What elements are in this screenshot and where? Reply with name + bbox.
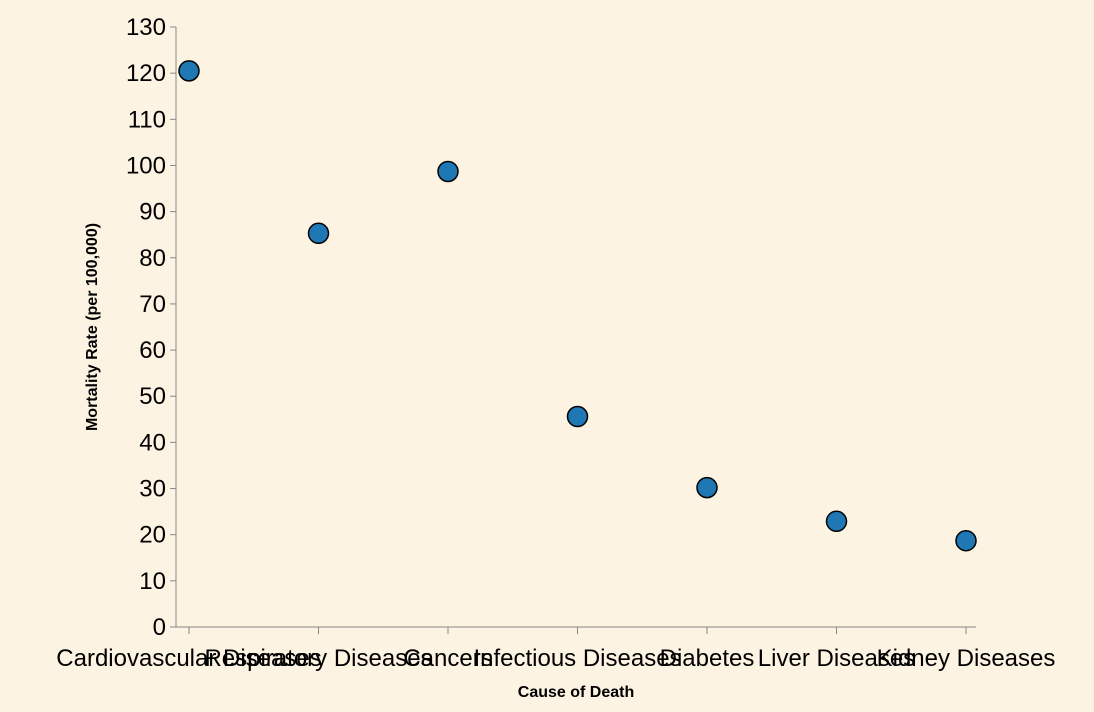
x-tick-label: Respiratory Diseases: [204, 645, 432, 672]
x-tick-label: Kidney Diseases: [877, 645, 1056, 672]
y-tick-label: 100: [126, 152, 166, 179]
y-tick-label: 60: [139, 337, 166, 364]
y-tick-label: 80: [139, 245, 166, 272]
data-point: [955, 529, 977, 552]
x-axis-title: Cause of Death: [518, 684, 634, 701]
y-tick-label: 70: [139, 291, 166, 318]
data-point: [566, 405, 589, 428]
y-tick-label: 90: [139, 199, 166, 226]
y-tick-label: 20: [139, 522, 166, 549]
y-tick-label: 120: [126, 60, 166, 87]
x-tick-label: Cardiovascular Diseases: [56, 645, 321, 672]
x-tick-label: Cancers: [403, 645, 492, 672]
data-points: [178, 60, 977, 552]
x-tick-label: Infectious Diseases: [473, 645, 681, 672]
y-tick-label: 50: [139, 383, 166, 410]
data-point: [437, 160, 459, 183]
y-tick-label: 30: [139, 476, 166, 503]
data-point: [825, 510, 848, 533]
y-axis-title: Mortality Rate (per 100,000): [84, 223, 101, 431]
y-tick-label: 0: [153, 614, 166, 641]
y-tick-label: 10: [139, 568, 166, 595]
x-tick-label: Diabetes: [660, 645, 755, 672]
data-point: [307, 222, 330, 245]
y-axis: 0 10 20 30 40 50 60 70 80 90 100 110 120 130: [126, 14, 177, 641]
data-point: [696, 476, 718, 499]
y-tick-label: 110: [128, 106, 166, 133]
y-tick-label: 40: [139, 429, 166, 456]
y-tick-label: 130: [126, 14, 166, 41]
data-point: [178, 60, 200, 82]
x-tick-label: Liver Diseases: [758, 645, 915, 672]
